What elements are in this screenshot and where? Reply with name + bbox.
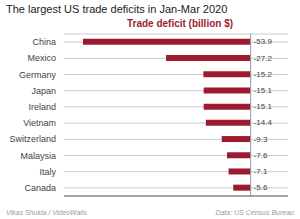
svg-text:-7.1: -7.1 [254, 167, 268, 176]
html-text:Trade deficit (billion $): Trade deficit (billion $) [126, 18, 234, 29]
svg-text:-7.6: -7.6 [254, 151, 268, 160]
svg-text:Ireland: Ireland [28, 102, 56, 112]
svg-text:Germany: Germany [19, 70, 57, 80]
svg-text:Vietnam: Vietnam [23, 118, 56, 128]
svg-text:-15.1: -15.1 [254, 102, 273, 111]
svg-text:China: China [32, 37, 56, 47]
svg-text:-15.2: -15.2 [254, 70, 273, 79]
html-text:The largest US trade deficits: The largest US trade deficits in Jan-Mar… [6, 3, 228, 15]
svg-text:Switzerland: Switzerland [9, 134, 56, 144]
svg-text:-5.6: -5.6 [254, 183, 268, 192]
svg-text:-9.3: -9.3 [254, 135, 268, 144]
html-text:Data: US Census Bureau: Data: US Census Bureau [215, 209, 294, 216]
svg-text:-53.9: -53.9 [254, 37, 273, 46]
svg-text:Japan: Japan [31, 86, 56, 96]
svg-text:-14.4: -14.4 [254, 118, 273, 127]
svg-text:Italy: Italy [39, 167, 56, 177]
svg-text:-15.1: -15.1 [254, 86, 273, 95]
svg-text:Malaysia: Malaysia [20, 151, 56, 161]
svg-text:Canada: Canada [24, 183, 56, 193]
svg-text:-27.2: -27.2 [254, 54, 273, 63]
svg-text:Mexico: Mexico [27, 53, 56, 63]
html-text:Vikas Shukla / VideoWalls: Vikas Shukla / VideoWalls [6, 209, 87, 216]
